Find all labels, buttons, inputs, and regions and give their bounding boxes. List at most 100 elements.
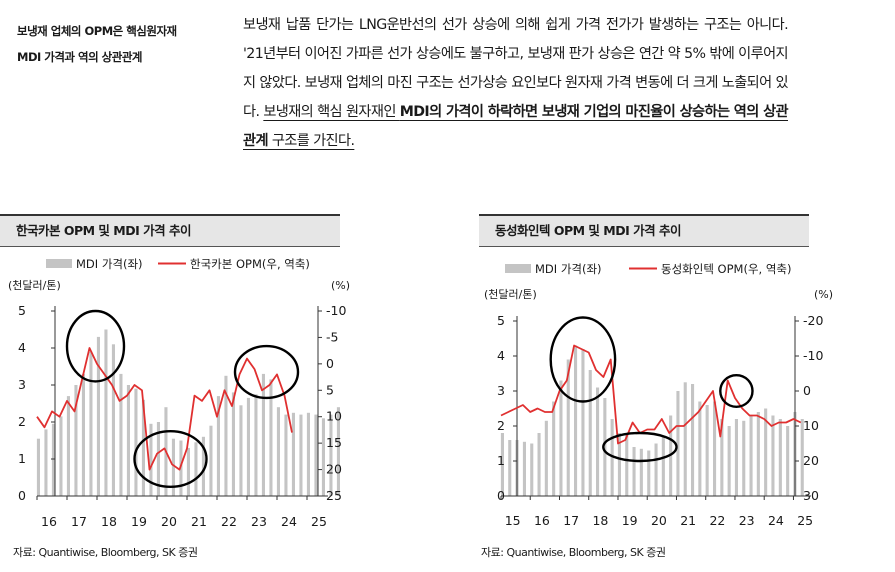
right-axis-tick-label: 5	[326, 382, 334, 397]
chart-title: 한국카본 OPM 및 MDI 가격 추이	[0, 216, 340, 246]
mdi-price-bar	[186, 447, 190, 496]
right-axis-tick-label: 10	[803, 418, 819, 433]
mdi-price-bar	[134, 388, 138, 496]
right-axis-tick-label: -10	[326, 303, 346, 318]
side-caption-line-2: MDI 가격과 역의 상관관계	[17, 50, 143, 64]
mdi-price-bar	[530, 443, 534, 496]
x-axis-tick-label: 22	[221, 514, 237, 529]
mdi-price-bar	[537, 433, 541, 496]
right-axis-tick-label: 0	[326, 356, 334, 371]
mdi-price-bar	[508, 440, 512, 496]
mdi-price-bar	[299, 414, 303, 496]
x-axis-tick-label: 18	[592, 513, 608, 528]
right-axis-tick-label: 30	[803, 488, 819, 503]
mdi-price-bar	[581, 349, 585, 496]
mdi-price-bar	[269, 379, 273, 496]
body-paragraph: 보냉재 납품 단가는 LNG운반선의 선가 상승에 의해 쉽게 가격 전가가 발…	[243, 11, 789, 156]
mdi-price-bar	[639, 448, 643, 497]
legend-line-label: 동성화인텍 OPM(우, 역축)	[661, 262, 792, 276]
mdi-price-bar	[336, 407, 340, 496]
x-axis-tick-label: 20	[651, 513, 667, 528]
mdi-price-bar	[588, 370, 592, 496]
mdi-price-bar	[104, 329, 108, 496]
side-caption-line-1: 보냉재 업체의 OPM은 핵심원자재	[17, 24, 177, 38]
mdi-price-bar	[239, 405, 243, 496]
mdi-price-bar	[654, 443, 658, 496]
highlight-circle	[719, 373, 754, 408]
mdi-price-bar	[574, 345, 578, 496]
left-axis-unit: (천달러/톤)	[484, 287, 537, 301]
mdi-price-bar	[552, 401, 556, 496]
mdi-price-bar	[566, 359, 570, 496]
mdi-price-bar	[66, 396, 70, 496]
side-caption: 보냉재 업체의 OPM은 핵심원자재 MDI 가격과 역의 상관관계	[17, 18, 227, 70]
chart-dongsung-finetec: MDI 가격(좌) 동성화인텍 OPM(우, 역축) (천달러/톤) (%) 0…	[484, 262, 833, 528]
mdi-price-bar	[36, 438, 40, 496]
mdi-price-bar	[756, 412, 760, 496]
mdi-price-bar	[96, 336, 100, 496]
mdi-price-bar	[306, 412, 310, 497]
x-axis-tick-label: 15	[505, 513, 521, 528]
left-axis-unit: (천달러/톤)	[8, 278, 61, 292]
mdi-price-bar	[800, 419, 804, 496]
mdi-price-bar	[559, 380, 563, 496]
legend-line-label: 한국카본 OPM(우, 역축)	[190, 257, 310, 271]
left-axis-tick-label: 4	[18, 340, 26, 355]
left-axis-tick-label: 2	[18, 414, 26, 429]
left-axis-tick-label: 2	[497, 418, 505, 433]
x-axis-tick-label: 23	[739, 513, 755, 528]
right-axis-tick-label: 20	[803, 453, 819, 468]
mdi-price-bar	[522, 441, 526, 497]
mdi-price-bar	[632, 447, 636, 496]
mdi-price-bar	[231, 392, 235, 496]
x-axis-tick-label: 24	[281, 514, 297, 529]
left-axis-tick-label: 4	[497, 348, 505, 363]
opm-line	[500, 344, 802, 445]
right-axis-unit: (%)	[814, 288, 833, 301]
legend-bar-label: MDI 가격(좌)	[535, 262, 602, 276]
x-axis-tick-label: 19	[131, 514, 147, 529]
right-axis-tick-label: -5	[326, 329, 338, 344]
legend-bar-label: MDI 가격(좌)	[76, 257, 143, 271]
left-axis-tick-label: 0	[497, 488, 505, 503]
chart-panel-hankook-carbon: 한국카본 OPM 및 MDI 가격 추이	[0, 214, 340, 247]
left-axis-tick-label: 5	[18, 303, 26, 318]
mdi-price-bar	[705, 405, 709, 496]
body-text-hl-c: 구조를 가진다.	[267, 133, 355, 149]
mdi-price-bar	[314, 414, 318, 496]
x-axis-tick-label: 18	[101, 514, 117, 529]
right-axis-tick-label: -20	[803, 313, 823, 328]
highlight-circle	[133, 429, 208, 488]
x-axis-tick-label: 23	[251, 514, 267, 529]
x-axis-tick-label: 20	[161, 514, 177, 529]
mdi-price-bar	[771, 415, 775, 496]
mdi-price-bar	[676, 391, 680, 496]
left-axis-tick-label: 1	[497, 453, 505, 468]
mdi-price-bar	[321, 418, 325, 496]
left-axis-tick-label: 3	[18, 377, 26, 392]
mdi-price-bar	[224, 375, 228, 497]
mdi-price-bar	[603, 398, 607, 496]
mdi-price-bar	[596, 387, 600, 496]
chart-hankook-carbon: MDI 가격(좌) 한국카본 OPM(우, 역축) (천달러/톤) (%) 01…	[8, 257, 350, 529]
mdi-price-bar	[647, 450, 651, 496]
mdi-price-bar	[713, 401, 717, 496]
mdi-price-bar	[617, 433, 621, 496]
source-note-right: 자료: Quantiwise, Bloomberg, SK 증권	[481, 546, 666, 559]
mdi-price-bar	[734, 419, 738, 496]
x-axis-tick-label: 17	[71, 514, 87, 529]
mdi-price-bar	[149, 423, 153, 496]
highlight-circle	[549, 316, 617, 403]
right-axis-tick-label: 10	[326, 409, 342, 424]
mdi-price-bar	[74, 385, 78, 496]
left-axis-tick-label: 0	[18, 488, 26, 503]
mdi-price-bar	[81, 373, 85, 496]
right-axis-tick-label: 0	[803, 383, 811, 398]
x-axis-tick-label: 25	[797, 513, 813, 528]
mdi-price-bar	[246, 397, 250, 496]
mdi-price-bar	[500, 433, 504, 496]
source-note-left: 자료: Quantiwise, Bloomberg, SK 증권	[13, 546, 198, 559]
legend: MDI 가격(좌) 한국카본 OPM(우, 역축)	[46, 257, 310, 271]
